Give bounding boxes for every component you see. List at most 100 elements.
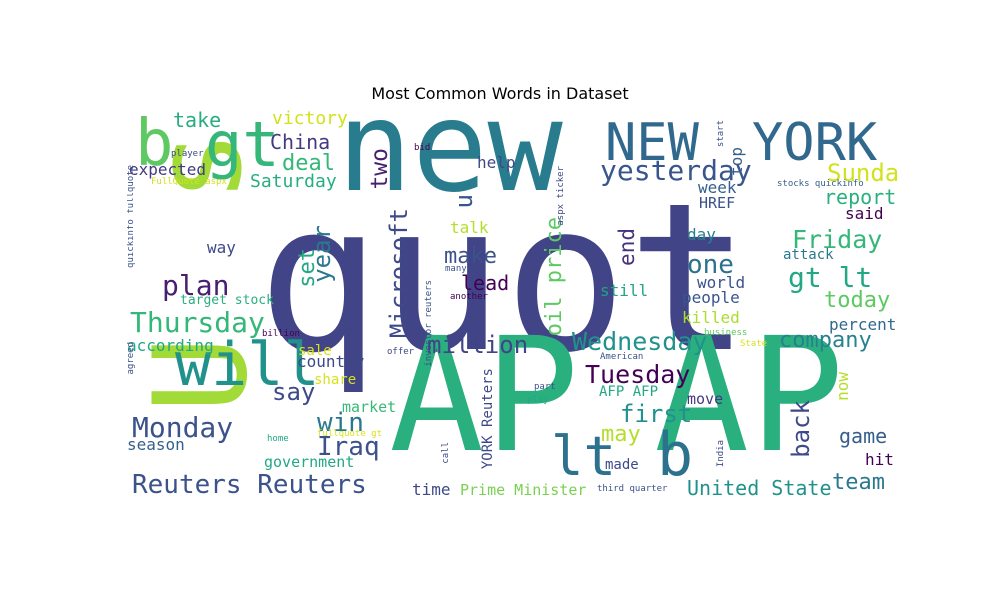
word-75: Prime Minister bbox=[460, 481, 587, 498]
word-40: team bbox=[832, 470, 885, 495]
word-78: AFP AFP bbox=[599, 384, 659, 400]
word-3: AP bbox=[389, 304, 580, 488]
word-34: say bbox=[272, 378, 316, 406]
word-74: time bbox=[412, 480, 451, 498]
word-105: third quarter bbox=[597, 484, 668, 494]
word-63: people bbox=[682, 288, 740, 307]
word-42: today bbox=[824, 288, 891, 313]
word-55: HREF bbox=[699, 194, 736, 212]
word-69: sale bbox=[298, 343, 332, 359]
word-46: deal bbox=[282, 151, 335, 176]
word-64: killed bbox=[682, 308, 740, 327]
word-21: Wednesday bbox=[572, 327, 708, 356]
word-45: two bbox=[367, 148, 393, 190]
word-9: b bbox=[135, 110, 174, 181]
word-50: Saturday bbox=[250, 171, 337, 192]
word-94: offer bbox=[387, 347, 415, 357]
word-76: made bbox=[605, 457, 639, 473]
word-28: end bbox=[615, 228, 639, 266]
word-89: aspx ticker bbox=[556, 166, 566, 226]
word-53: week bbox=[698, 178, 737, 197]
word-96: home bbox=[267, 434, 289, 444]
word-11: will bbox=[175, 330, 320, 400]
word-91: many bbox=[445, 264, 467, 274]
word-66: still bbox=[600, 281, 649, 300]
word-37: may bbox=[601, 422, 641, 447]
word-103: call bbox=[441, 442, 451, 464]
word-51: expected bbox=[129, 160, 207, 179]
word-44: United State bbox=[687, 476, 832, 498]
word-19: Friday bbox=[792, 225, 883, 254]
word-99: State bbox=[740, 339, 768, 349]
word-27: one bbox=[687, 250, 734, 280]
word-8: YORK bbox=[752, 113, 878, 173]
word-49: victory bbox=[272, 110, 348, 129]
word-71: market bbox=[342, 398, 397, 416]
chart-title: Most Common Words in Dataset bbox=[371, 84, 629, 103]
word-2: new bbox=[337, 110, 563, 220]
word-47: China bbox=[270, 130, 331, 154]
word-70: share bbox=[314, 372, 357, 388]
word-102: play bbox=[527, 395, 549, 405]
word-1: quot bbox=[257, 160, 751, 398]
word-73: government bbox=[264, 453, 355, 471]
word-98: business bbox=[704, 328, 748, 338]
word-38: back bbox=[787, 400, 815, 458]
word-104: India bbox=[716, 440, 726, 468]
word-cloud: quot new AP AP s U NEW YORK b gt will lt b Thursday Mo… bbox=[127, 110, 897, 498]
word-17: yesterday bbox=[600, 154, 752, 187]
word-68: country bbox=[297, 352, 365, 371]
word-29: make bbox=[444, 244, 497, 269]
word-86: bid bbox=[414, 143, 431, 153]
word-35: Iraq bbox=[317, 432, 380, 462]
word-79: now bbox=[833, 372, 852, 401]
word-23: oil price bbox=[542, 217, 567, 337]
word-48: take bbox=[173, 110, 222, 132]
word-39: game bbox=[839, 424, 888, 448]
word-4: AP bbox=[654, 304, 845, 488]
word-95: agreed bbox=[127, 342, 136, 375]
word-97: fullquote gt bbox=[317, 429, 383, 439]
word-80: hit bbox=[865, 450, 894, 469]
word-7: NEW bbox=[605, 113, 699, 173]
word-12: lt bbox=[551, 425, 617, 488]
word-81: YORK Reuters bbox=[480, 368, 496, 470]
word-25: plan bbox=[162, 269, 230, 302]
word-13: b bbox=[657, 420, 694, 490]
word-90: investor reuters bbox=[424, 280, 434, 367]
word-65: percent bbox=[829, 315, 897, 334]
word-43: report bbox=[824, 185, 897, 209]
word-52: u bbox=[450, 194, 478, 209]
word-83: quickinfo fullquote bbox=[127, 165, 136, 268]
word-33: win bbox=[317, 408, 364, 438]
word-60: said bbox=[845, 204, 884, 223]
word-18: Sunday bbox=[827, 159, 897, 187]
word-24: Microsoft bbox=[385, 208, 413, 339]
word-72: season bbox=[127, 435, 185, 454]
word-57: talk bbox=[450, 218, 489, 237]
word-32: set bbox=[295, 248, 320, 288]
word-30: lead bbox=[461, 271, 510, 295]
word-61: attack bbox=[783, 247, 834, 263]
word-82: target stock bbox=[180, 293, 274, 308]
word-67: according bbox=[127, 336, 214, 355]
word-41: company bbox=[779, 328, 872, 353]
word-16: Reuters Reuters bbox=[132, 470, 367, 498]
word-92: another bbox=[450, 292, 488, 302]
word-20: gt lt bbox=[788, 261, 873, 294]
word-36: first bbox=[620, 400, 693, 428]
word-88: stocks quickinfo bbox=[777, 179, 864, 189]
word-10: gt bbox=[205, 110, 280, 181]
word-22: Tuesday bbox=[585, 360, 691, 389]
word-93: billion bbox=[262, 329, 300, 339]
word-56: help bbox=[477, 153, 516, 172]
word-15: Monday bbox=[132, 411, 234, 444]
word-54: top bbox=[727, 147, 746, 176]
word-26: million bbox=[427, 331, 529, 359]
word-87: start bbox=[716, 120, 726, 148]
word-101: part bbox=[534, 382, 556, 392]
word-85: FullQuote aspx bbox=[151, 177, 227, 187]
word-84: player bbox=[171, 149, 204, 159]
word-100: American bbox=[600, 352, 644, 362]
word-14: Thursday bbox=[130, 306, 265, 339]
